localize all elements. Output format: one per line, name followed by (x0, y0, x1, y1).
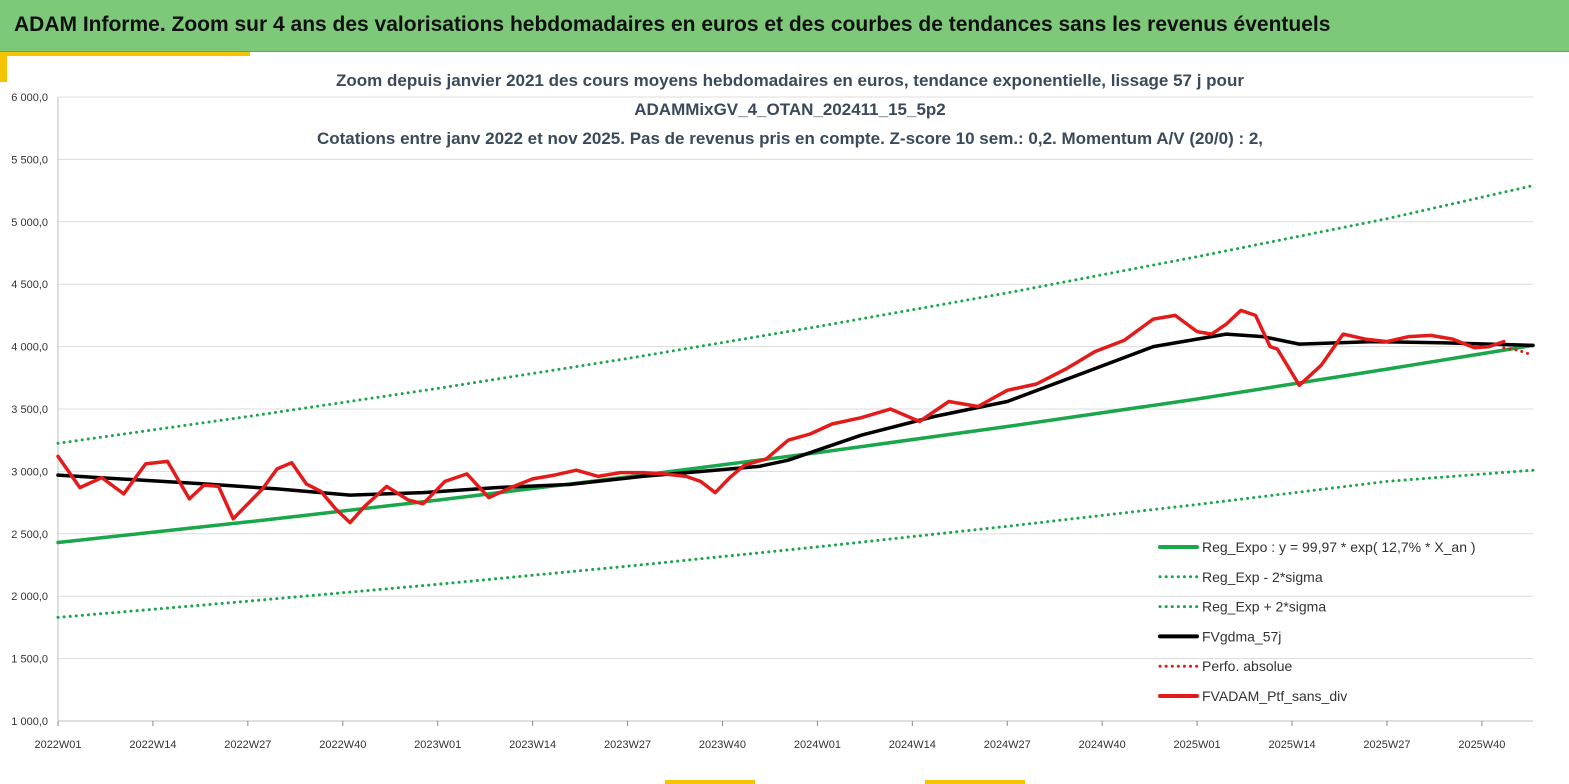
series-line-0 (56, 343, 1535, 545)
y-tick-label: 1 500,0 (11, 654, 48, 666)
legend-label-0: Reg_Expo : y = 99,97 * exp( 12,7% * X_an… (1202, 539, 1476, 555)
x-tick-label: 2022W40 (319, 739, 366, 751)
series-line-4 (1502, 346, 1535, 357)
x-tick-label: 2025W14 (1268, 739, 1315, 751)
y-tick-label: 3 500,0 (11, 404, 48, 416)
series-line-3 (56, 332, 1535, 497)
accent-bar-top (0, 52, 250, 56)
y-tick-label: 5 000,0 (11, 217, 48, 229)
x-tick-label: 2022W01 (34, 739, 81, 751)
legend-label-1: Reg_Exp - 2*sigma (1202, 569, 1323, 585)
x-tick-label: 2023W14 (509, 739, 556, 751)
x-tick-label: 2024W40 (1079, 739, 1126, 751)
series-line-1 (56, 468, 1535, 619)
accent-bar-bottom (665, 780, 755, 784)
legend-label-3: FVgdma_57j (1202, 628, 1281, 644)
x-tick-label: 2024W14 (889, 739, 936, 751)
x-tick-label: 2022W14 (129, 739, 176, 751)
series-line-2 (56, 184, 1535, 445)
y-tick-label: 4 500,0 (11, 279, 48, 291)
x-tick-label: 2025W01 (1174, 739, 1221, 751)
chart-title-line-3: Cotations entre janv 2022 et nov 2025. P… (316, 129, 1264, 148)
y-tick-label: 2 500,0 (11, 529, 48, 541)
y-tick-label: 1 000,0 (11, 716, 48, 728)
y-tick-label: 2 000,0 (11, 591, 48, 603)
axes: 1 000,0 1 500,0 2 000,0 2 500,0 3 000,0 3 500… (11, 92, 1533, 751)
y-tick-label: 4 000,0 (11, 342, 48, 354)
x-tick-label: 2024W01 (794, 739, 841, 751)
y-tick-label: 3 000,0 (11, 466, 48, 478)
legend-label-4: Perfo. absolue (1202, 658, 1292, 674)
series-line-5 (56, 308, 1506, 525)
legend: Reg_Expo : y = 99,97 * exp( 12,7% * X_an… (1158, 539, 1476, 704)
accent-bar-bottom-right (925, 780, 1025, 784)
x-tick-label: 2022W27 (224, 739, 271, 751)
series-group (56, 184, 1535, 619)
grid-lines (58, 96, 1533, 722)
y-tick-label: 5 500,0 (11, 154, 48, 166)
y-tick-label: 6 000,0 (11, 92, 48, 104)
legend-label-5: FVADAM_Ptf_sans_div (1202, 688, 1347, 704)
x-tick-label: 2025W27 (1363, 739, 1410, 751)
header-banner: ADAM Informe. Zoom sur 4 ans des valoris… (0, 0, 1569, 52)
x-tick-label: 2025W40 (1458, 739, 1505, 751)
chart-title-line-1: Zoom depuis janvier 2021 des cours moyen… (336, 71, 1244, 90)
x-tick-label: 2024W27 (984, 739, 1031, 751)
chart-title-line-2: ADAMMixGV_4_OTAN_202411_15_5p2 (634, 100, 946, 119)
accent-bar-top-left (0, 52, 7, 82)
x-tick-label: 2023W40 (699, 739, 746, 751)
x-tick-label: 2023W27 (604, 739, 651, 751)
legend-label-2: Reg_Exp + 2*sigma (1202, 599, 1326, 615)
x-tick-label: 2023W01 (414, 739, 461, 751)
banner-title: ADAM Informe. Zoom sur 4 ans des valoris… (14, 13, 1331, 36)
